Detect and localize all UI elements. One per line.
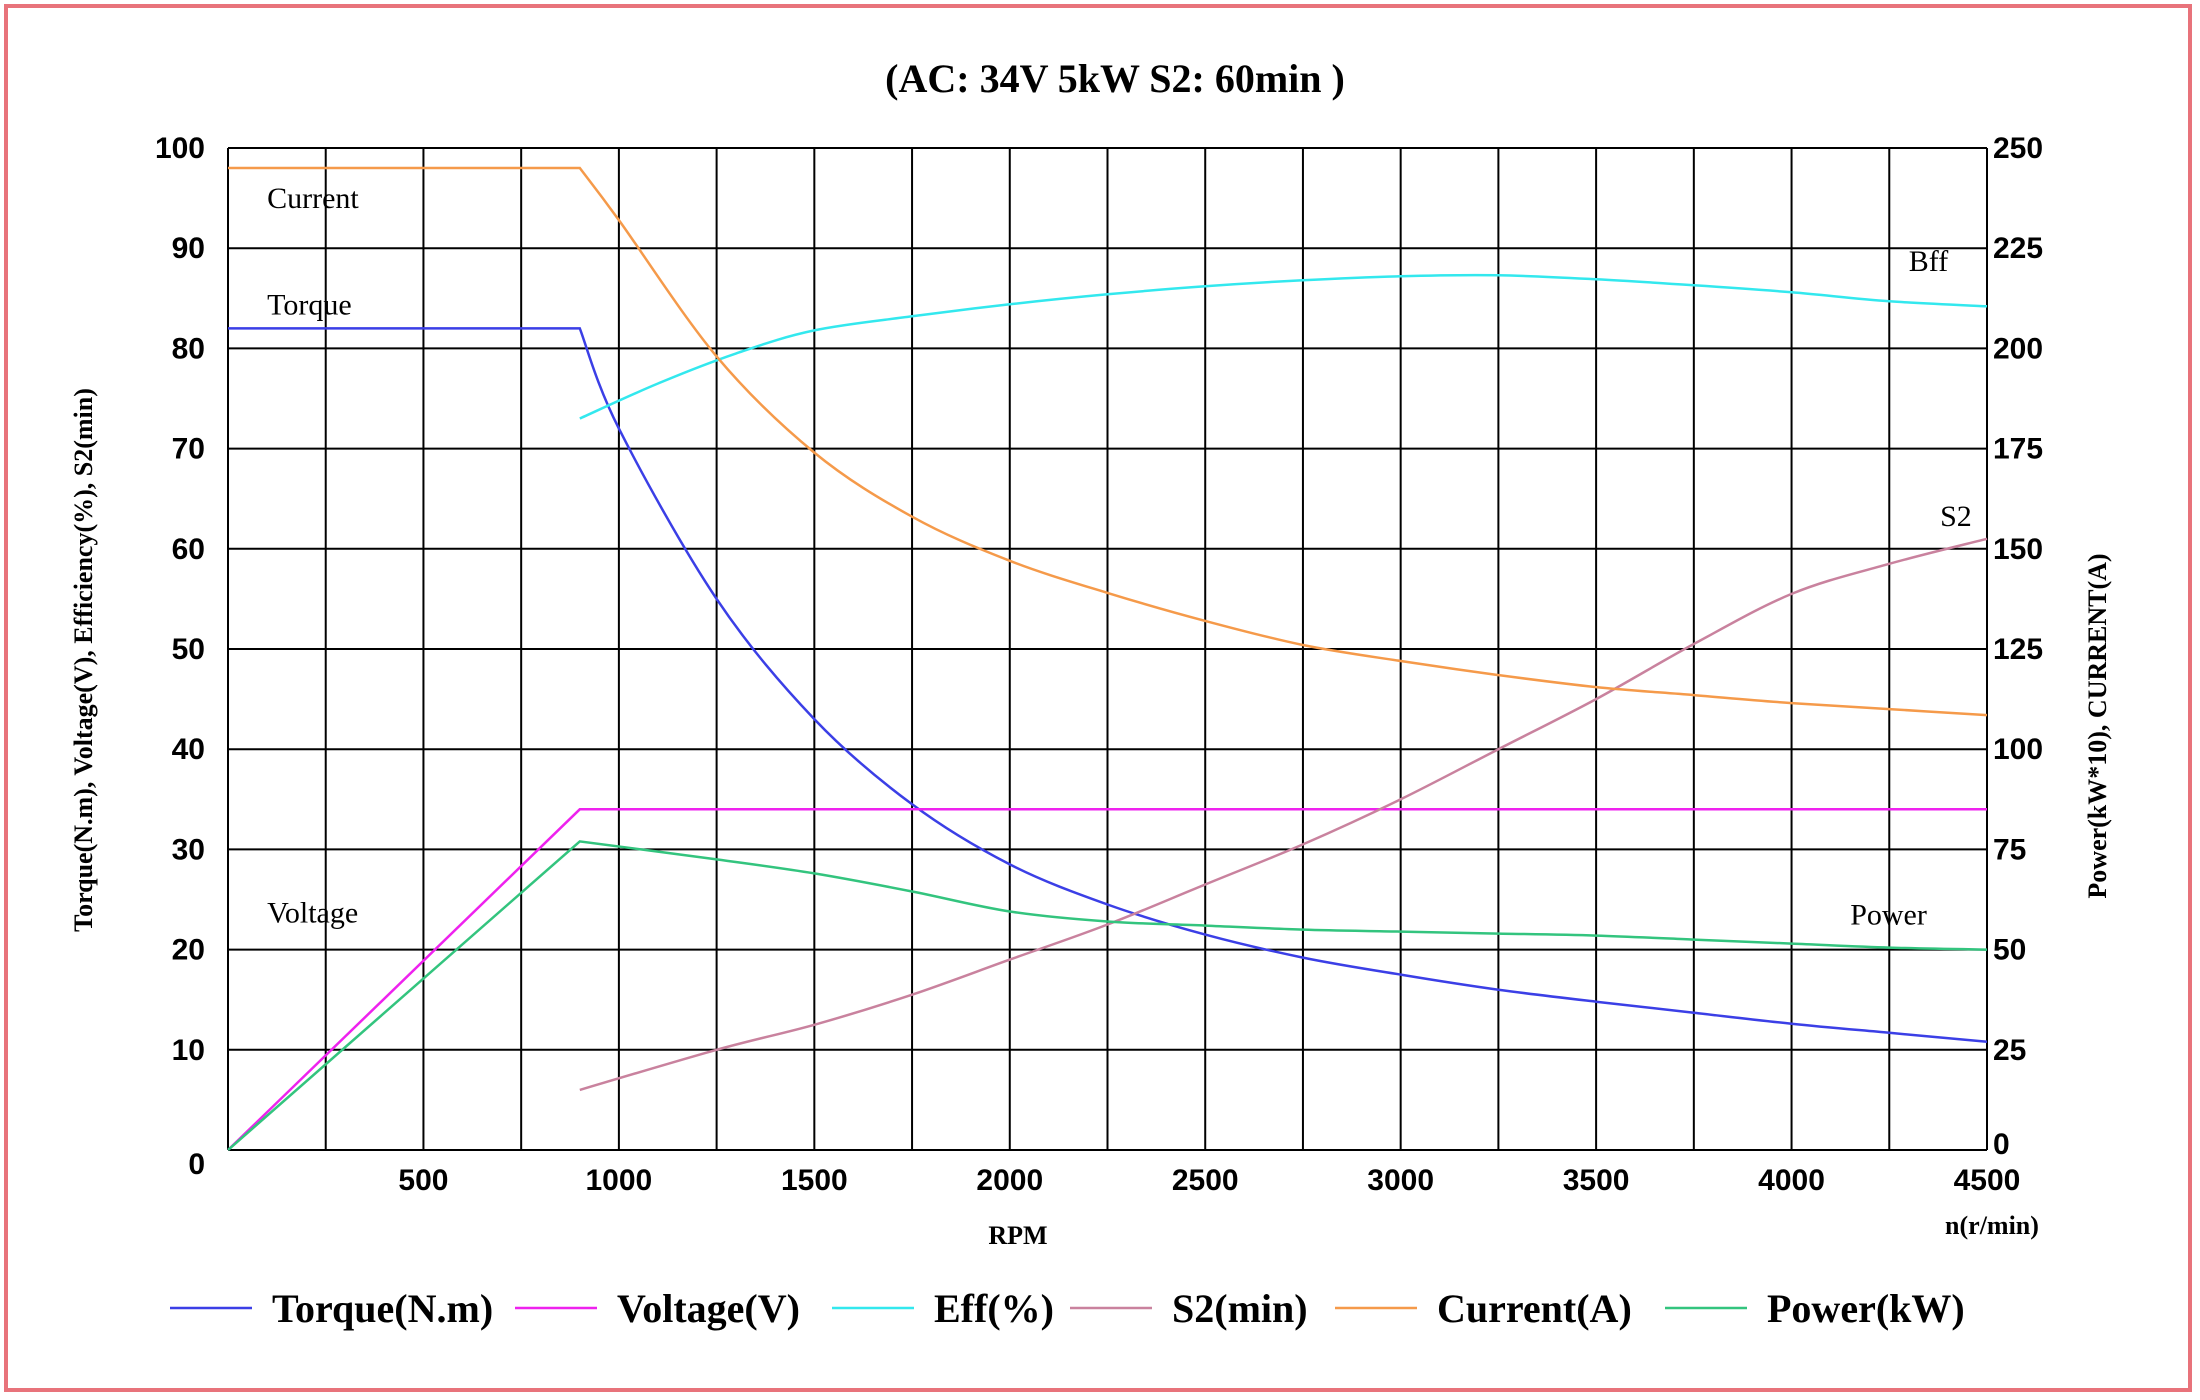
y-right-tick-label: 25 <box>1993 1034 2026 1067</box>
legend-label-3: S2(min) <box>1172 1286 1308 1331</box>
y-right-tick-label: 225 <box>1993 232 2043 265</box>
grid <box>227 147 1988 1151</box>
legend-label-4: Current(A) <box>1437 1286 1632 1331</box>
axes: 0102030405060708090100025507510012515017… <box>155 132 2043 1197</box>
series-annotation-1: Voltage <box>267 897 358 930</box>
series-annotations: Torque Voltage Bff S2 Current Power <box>267 182 1972 931</box>
x-tick-label: 2000 <box>976 1164 1043 1197</box>
x-tick-label: 4000 <box>1758 1164 1825 1197</box>
chart-title: (AC: 34V 5kW S2: 60min ) <box>885 56 1345 101</box>
series-annotation-2: Bff <box>1909 245 1948 278</box>
x-tick-label: 3000 <box>1367 1164 1434 1197</box>
legend: Torque(N.m) Voltage(V) Eff(%) S2(min) Curren… <box>170 1286 1965 1331</box>
series-lines <box>227 166 1988 1151</box>
legend-label-2: Eff(%) <box>934 1286 1054 1331</box>
series-line-5 <box>227 840 1988 1151</box>
x-tick-label: 2500 <box>1172 1164 1239 1197</box>
x-axis-label: RPM <box>988 1221 1047 1250</box>
y-right-tick-label: 0 <box>1993 1128 2010 1161</box>
x-tick-label: 1500 <box>781 1164 848 1197</box>
y-left-tick-label: 0 <box>188 1148 205 1181</box>
series-line-1 <box>227 808 1987 1151</box>
y-right-tick-label: 100 <box>1993 733 2043 766</box>
chart-frame <box>4 4 2192 1392</box>
series-annotation-4: Current <box>267 182 359 215</box>
legend-label-5: Power(kW) <box>1767 1286 1965 1331</box>
y-left-tick-label: 100 <box>155 132 205 165</box>
x-tick-label: 1000 <box>586 1164 653 1197</box>
y-left-tick-label: 20 <box>172 934 205 967</box>
series-annotation-5: Power <box>1850 898 1927 931</box>
series-line-0 <box>228 327 1988 1044</box>
series-line-3 <box>579 537 1988 1092</box>
y-left-tick-label: 30 <box>172 833 205 866</box>
y-left-tick-label: 90 <box>172 232 205 265</box>
y-left-tick-label: 50 <box>172 633 205 666</box>
y-right-tick-label: 50 <box>1993 934 2026 967</box>
y-right-tick-label: 175 <box>1993 433 2043 466</box>
y-axis-right-label: Power(kW*10), CURRENT(A) <box>2083 553 2112 898</box>
x-tick-label: 500 <box>398 1164 448 1197</box>
y-right-tick-label: 150 <box>1993 533 2043 566</box>
y-left-tick-label: 10 <box>172 1034 205 1067</box>
series-annotation-3: S2 <box>1940 500 1972 533</box>
y-left-tick-label: 60 <box>172 533 205 566</box>
y-axis-left-label: Torque(N.m), Voltage(V), Efficiency(%), … <box>69 388 98 932</box>
x-tick-label: 3500 <box>1563 1164 1630 1197</box>
y-left-tick-label: 40 <box>172 733 205 766</box>
legend-label-0: Torque(N.m) <box>272 1286 493 1331</box>
x-axis-unit-label: n(r/min) <box>1945 1211 2039 1240</box>
y-left-tick-label: 70 <box>172 433 205 466</box>
y-right-tick-label: 75 <box>1993 833 2026 866</box>
y-right-tick-label: 250 <box>1993 132 2043 165</box>
series-line-2 <box>579 273 1988 420</box>
series-line-4 <box>228 166 1988 717</box>
y-left-tick-label: 80 <box>172 332 205 365</box>
legend-label-1: Voltage(V) <box>617 1286 800 1331</box>
x-tick-label: 4500 <box>1954 1164 2021 1197</box>
y-right-tick-label: 200 <box>1993 332 2043 365</box>
series-annotation-0: Torque <box>267 288 352 321</box>
y-right-tick-label: 125 <box>1993 633 2043 666</box>
